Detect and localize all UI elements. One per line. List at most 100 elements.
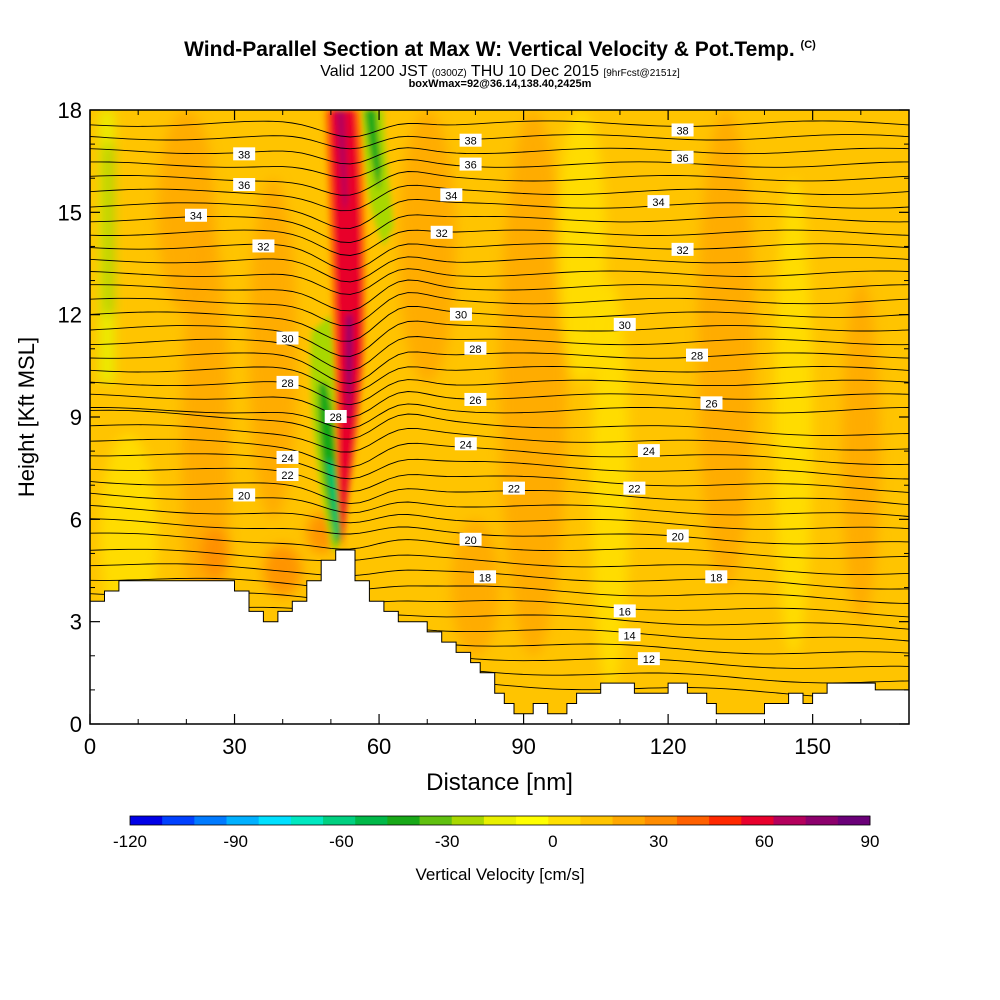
theta-contour [90, 147, 909, 165]
contour-label: 34 [440, 188, 463, 202]
theta-contour [90, 134, 909, 150]
contour-label-text: 26 [469, 395, 481, 407]
x-tick-label: 120 [650, 734, 687, 759]
theta-contour [90, 518, 909, 545]
contour-label: 24 [276, 450, 299, 465]
terrain-mask [89, 549, 910, 725]
contour-label-text: 34 [190, 211, 202, 223]
pot-temp-contours [90, 120, 909, 698]
colorbar-swatch [387, 816, 420, 825]
colorbar-swatch [548, 816, 581, 825]
contour-label: 28 [324, 410, 347, 424]
colorbar: -120 -90 -60 -30 0 30 60 90 Vertical Velocity [c… [113, 815, 879, 884]
contour-label-text: 34 [445, 190, 457, 202]
contour-label-bg [666, 529, 689, 543]
contour-label: 22 [502, 481, 525, 496]
contour-label-bg [233, 147, 256, 161]
colorbar-tick-label: 0 [548, 832, 557, 851]
chart-title: Wind-Parallel Section at Max W: Vertical… [184, 38, 816, 61]
colorbar-swatch [516, 816, 549, 825]
contour-label: 30 [276, 331, 299, 346]
contour-label-text: 18 [479, 572, 491, 584]
theta-contour [90, 409, 909, 440]
contour-label: 26 [464, 392, 487, 407]
theta-contour [90, 198, 909, 229]
theta-contour [90, 256, 909, 283]
contour-label-bg [233, 488, 256, 502]
updraft-core [345, 314, 353, 431]
y-tick-label: 6 [70, 507, 82, 532]
colorbar-tick-label: -120 [113, 832, 147, 851]
theta-contour [90, 184, 909, 212]
contour-label-bg [459, 157, 482, 171]
y-tick-label: 15 [58, 200, 82, 225]
contour-label: 22 [276, 467, 299, 482]
colorbar-tick-label: -30 [435, 832, 460, 851]
contour-label-bg [440, 188, 463, 202]
contour-label-bg [613, 317, 636, 331]
contour-label-bg [671, 150, 694, 164]
theta-contour [90, 453, 909, 480]
contour-label-bg [459, 133, 482, 147]
contour-label-text: 28 [330, 412, 342, 424]
contour-label-bg [233, 178, 256, 192]
contour-label: 38 [233, 147, 256, 161]
colorbar-swatch [676, 816, 710, 825]
contour-label: 18 [474, 570, 497, 584]
contour-label: 28 [276, 375, 299, 390]
contour-label-bg [618, 628, 641, 642]
colorbar-label: Vertical Velocity [cm/s] [415, 865, 584, 884]
contour-label: 12 [637, 652, 660, 666]
velocity-patch [841, 280, 881, 622]
contour-label: 28 [464, 341, 487, 356]
contour-label-bg [276, 450, 299, 464]
contour-label-text: 20 [464, 535, 476, 547]
theta-contour [90, 268, 909, 295]
theta-contour [90, 351, 909, 384]
contour-label-bg [276, 467, 299, 481]
copyright-mark: (C) [800, 39, 816, 51]
contour-label: 38 [459, 133, 482, 148]
theta-contour [90, 305, 909, 342]
theta-contour [90, 532, 909, 559]
theta-contour [90, 292, 909, 327]
contour-label-bg [464, 392, 487, 406]
contour-label: 32 [252, 239, 275, 253]
colorbar-swatch [323, 816, 356, 825]
theta-contour [90, 438, 909, 468]
contour-label-bg [324, 410, 347, 423]
contour-label: 36 [233, 178, 256, 192]
theta-contour [90, 577, 909, 604]
contour-label-bg [637, 444, 660, 458]
contour-label-text: 28 [281, 378, 293, 390]
theta-contour [90, 403, 909, 429]
theta-contour [90, 366, 909, 394]
contour-label-text: 36 [676, 153, 688, 165]
contour-label-text: 38 [676, 125, 688, 137]
contour-label-bg [252, 239, 275, 253]
colorbar-swatch [130, 816, 163, 825]
contour-label-text: 20 [238, 490, 250, 502]
theta-contour [90, 214, 909, 244]
theta-contour [90, 159, 909, 179]
contour-label: 36 [671, 150, 694, 165]
contour-label-text: 38 [238, 149, 250, 161]
updraft [324, 110, 366, 547]
theta-contour [90, 480, 909, 506]
contour-label-text: 12 [643, 654, 655, 666]
contour-label-bg [686, 348, 709, 362]
theta-contour [90, 563, 909, 590]
contour-label-text: 18 [710, 572, 722, 584]
colorbar-frame [129, 815, 871, 826]
colorbar-swatch [483, 816, 517, 825]
contour-label-text: 20 [672, 531, 684, 543]
colorbar-swatch [644, 816, 678, 825]
theta-contour [90, 229, 909, 256]
colorbar-swatch [419, 816, 453, 825]
contour-label-text: 24 [460, 439, 472, 451]
contour-label-text: 36 [238, 180, 250, 192]
contour-label: 34 [184, 208, 207, 223]
colorbar-swatch [837, 816, 871, 825]
colorbar-swatch [258, 816, 292, 825]
